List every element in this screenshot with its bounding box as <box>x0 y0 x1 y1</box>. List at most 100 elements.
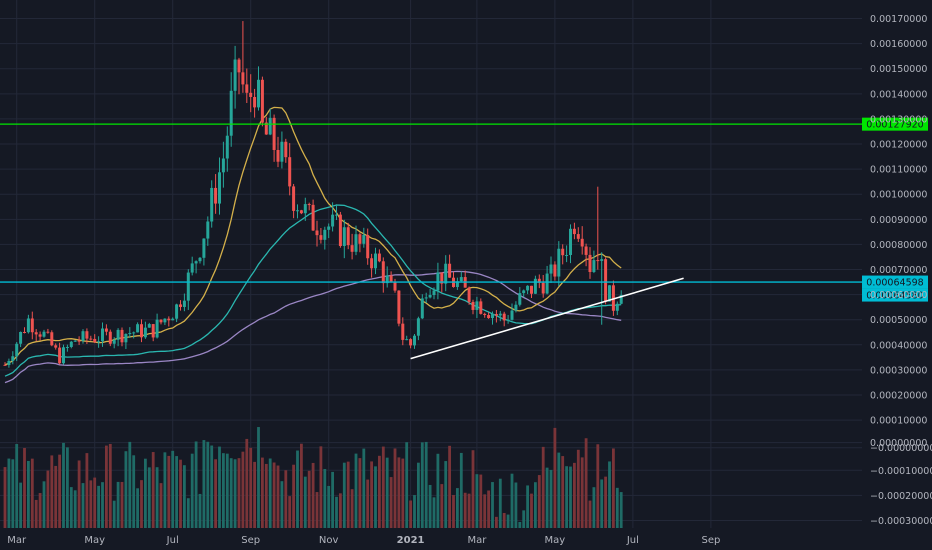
candle-body <box>237 59 241 73</box>
candle-body <box>374 253 377 269</box>
candle-body <box>409 339 413 346</box>
volume-bar <box>608 461 611 528</box>
volume-bar <box>506 514 510 528</box>
candle-body <box>62 347 65 364</box>
volume-bar <box>440 484 444 528</box>
price-tick-label: 0.00170000 <box>870 14 927 25</box>
candle-body <box>81 331 85 341</box>
volume-bar <box>374 466 377 528</box>
candle-body <box>58 347 62 364</box>
candle-body <box>260 79 264 123</box>
candle-body <box>26 318 30 333</box>
candle-body <box>440 272 444 284</box>
ascending-trendline[interactable] <box>410 277 684 360</box>
volume-bar <box>444 461 448 528</box>
candle-body <box>319 235 323 240</box>
candle-body <box>569 228 572 256</box>
candle-body <box>69 341 73 347</box>
volume-bar <box>23 447 26 528</box>
candle-body <box>338 214 342 246</box>
price-tick-label: 0.00110000 <box>870 165 927 176</box>
candle-body <box>533 278 537 294</box>
candle-body <box>206 221 210 239</box>
volume-bar <box>479 474 483 528</box>
candle-body <box>214 187 218 204</box>
candle-body <box>128 333 132 335</box>
volume-bar <box>370 461 373 528</box>
candle-body <box>381 261 385 284</box>
volume-bar <box>237 458 241 528</box>
candle-body <box>179 304 182 307</box>
volume-bar <box>210 445 214 528</box>
candle-body <box>549 264 553 274</box>
candle-body <box>101 328 104 342</box>
candle-body <box>241 72 245 85</box>
candle-body <box>97 341 101 343</box>
price-tick-label: 0.00080000 <box>870 240 927 251</box>
candle-body <box>7 360 11 365</box>
volume-bar <box>530 493 533 528</box>
volume-bar <box>389 477 393 528</box>
candle-body <box>385 275 389 284</box>
trendline[interactable] <box>410 277 684 360</box>
candle-body <box>483 313 487 316</box>
volume-bar <box>526 485 529 528</box>
price-tick-label: −0.00020000 <box>870 491 932 502</box>
volume-bar <box>514 482 518 528</box>
volume-bar <box>42 481 46 528</box>
ma-fast-line <box>4 106 622 366</box>
volume-bar <box>245 438 249 528</box>
volume-bar <box>580 457 584 528</box>
candle-body <box>249 92 253 97</box>
candle-body <box>498 313 502 316</box>
current-price-label: 0.00064580 <box>866 291 923 302</box>
candle-body <box>167 318 171 321</box>
candle-body <box>572 228 576 235</box>
candle-body <box>54 345 58 348</box>
volume-bars <box>3 427 623 528</box>
volume-bar <box>346 461 350 528</box>
candle-body <box>584 246 588 255</box>
volume-bar <box>409 500 412 528</box>
volume-bar <box>46 470 50 528</box>
volume-bar <box>27 460 30 528</box>
volume-bar <box>456 488 459 528</box>
candle-body <box>136 324 140 333</box>
candle-body <box>284 141 288 158</box>
candle-body <box>494 314 498 316</box>
candlesticks <box>3 21 623 368</box>
candle-body <box>253 96 257 108</box>
volume-bar <box>573 462 576 528</box>
price-axis[interactable]: 0.00170000 0.00160000 0.00150000 0.00140000… <box>870 14 932 527</box>
price-tick-label: 0.00040000 <box>870 340 927 351</box>
candle-body <box>42 331 46 337</box>
candle-body <box>448 263 452 278</box>
volume-bar <box>615 487 619 528</box>
volume-bar <box>428 484 432 528</box>
volume-bar <box>7 458 11 528</box>
candle-body <box>182 300 186 307</box>
volume-bar <box>592 487 596 528</box>
candle-body <box>116 329 120 340</box>
candle-body <box>479 301 483 314</box>
volume-bar <box>417 462 420 528</box>
time-tick-label: Mar <box>467 535 487 546</box>
volume-bar <box>225 453 229 528</box>
volume-bar <box>331 471 334 528</box>
volume-bar <box>229 458 233 528</box>
level-price-label: 0.00064598 <box>866 278 923 289</box>
candle-body <box>588 254 592 273</box>
volume-bar <box>362 448 366 528</box>
volume-bar <box>253 461 256 528</box>
candle-body <box>467 287 471 302</box>
price-tick-label: 0.00160000 <box>870 39 927 50</box>
volume-bar <box>471 450 475 528</box>
volume-bar <box>557 452 561 528</box>
horizontal-levels[interactable]: 0.00127920 0.00064598 0.00064580 <box>0 117 928 302</box>
time-axis[interactable]: Mar May Jul Sep Nov 2021 Mar May Jul Sep <box>7 535 720 546</box>
volume-bar <box>140 480 143 528</box>
volume-bar <box>534 482 537 528</box>
price-tick-label: −0.00010000 <box>870 466 932 477</box>
